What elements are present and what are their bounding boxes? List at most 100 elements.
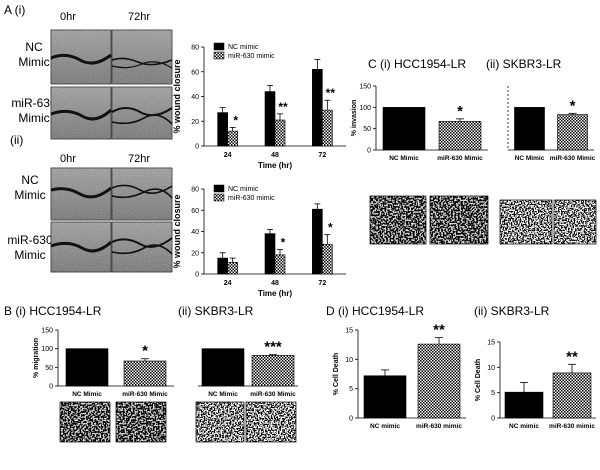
row-label-mir-bottom-1: miR-630 [7,233,53,247]
bar-mir630-mimic [123,360,167,387]
significance-marker: * [233,113,238,127]
x-tick-label: NC Mimic [515,155,545,162]
migration-image-b-i-mir [115,401,167,443]
significance-marker: ** [433,322,445,339]
chart-migration-b-i: 0 50 100 150% migration NC Mimic * miR-630 Mim… [33,328,174,398]
panel-label-a-ii: (ii) [10,133,23,147]
y-tick-label: 15 [487,340,495,347]
y-tick-label: 60 [191,69,199,76]
panel-label-d-ii: (ii) SKBR3-LR [474,304,550,318]
y-tick-label: 50 [363,126,371,133]
bar-nc-24 [217,257,228,275]
y-axis-title: % wound closure [172,194,182,268]
y-axis-title: % Cell Death [333,353,340,395]
x-tick-label: 48 [271,280,279,287]
row-label-mir-top-1: miR-630 [11,96,57,110]
row-label-nc-bottom-1: NC [21,173,39,187]
y-tick-label: 20 [191,250,199,257]
bar-nc-72 [312,208,323,275]
x-tick-label: miR-630 Mimic [550,155,596,162]
chart-invasion-c-ii: NC Mimic * miR-630 Mimic [507,86,596,162]
legend-label: miR-630 mimic [228,195,275,202]
bar-nc-mimic [65,348,109,387]
migration-image-b-ii-nc [195,401,245,443]
bar-mir630-72 [322,243,333,275]
y-tick-label: 0 [349,416,353,423]
row-label-nc-top-1: NC [25,40,43,54]
legend-swatch [213,42,225,51]
x-tick-label: 48 [271,152,279,159]
wound-image-mir-0hr-top [50,86,113,140]
y-axis-title: % migration [33,338,40,378]
invasion-image-c-ii-nc [499,199,553,245]
time-label-72hr-top: 72hr [128,11,150,23]
y-tick-label: 60 [191,208,199,215]
significance-marker: * [281,236,286,250]
x-tick-label: miR-630 Mimic [437,155,483,162]
y-tick-label: 15 [345,328,353,335]
chart-wound-closure-a-ii: 0 20 40 60 80 % wound closure 24 * 48 * 72 Time (hr… [172,184,346,298]
x-tick-label: NC mimic [370,423,400,430]
x-tick-label: NC Mimic [208,391,238,398]
time-label-72hr-bottom: 72hr [128,153,150,165]
x-tick-label: 24 [224,280,232,287]
y-tick-label: 100 [359,105,371,112]
panel-label-a-i: A (i) [4,3,25,17]
row-label-mir-bottom-2: Mimic [14,248,45,262]
time-label-0hr-bottom: 0hr [60,153,76,165]
bar-mir630-48 [274,119,286,147]
bar-mir630-mimic [438,121,482,151]
bar-mir630-mimic [557,114,588,151]
legend-swatch [213,193,225,202]
y-axis-title: % wound closure [172,59,182,133]
x-tick-label: miR-630 mimic [549,423,595,430]
significance-marker: ** [326,86,336,100]
y-tick-label: 0 [195,272,199,279]
wound-image-mir-72hr-top [111,86,173,140]
significance-marker: * [457,103,463,120]
x-tick-label: 24 [224,152,232,159]
y-axis-title: % Cell Death [475,359,482,401]
y-tick-label: 0 [49,384,53,391]
bar-nc-mimic [382,107,426,151]
bar-nc-24 [217,112,228,147]
legend-label: miR-630 mimic [228,53,275,60]
bar-mir630-24 [227,130,238,147]
x-tick-label: miR-630 Mimic [122,391,168,398]
significance-marker: * [328,221,333,235]
significance-marker: * [142,343,148,360]
bar-nc-mimic [363,375,407,419]
bar-nc-48 [264,91,276,147]
y-tick-label: 80 [191,187,199,194]
y-axis-title: % invasion [351,100,358,137]
legend-swatch [213,51,225,60]
y-tick-label: 50 [45,365,53,372]
wound-image-mir-0hr-bottom [50,221,113,273]
wound-image-mir-72hr-bottom [111,221,173,273]
y-tick-label: 20 [191,119,199,126]
wound-image-nc-72hr-bottom [111,167,173,221]
y-tick-label: 40 [191,94,199,101]
chart-invasion-c-i: 0 50 100 150 % invasion NC Mimic * miR-630 Mimi… [351,84,488,162]
bar-mir630-48 [274,254,286,275]
panel-label-b-i: B (i) HCC1954-LR [4,304,102,318]
invasion-image-c-i-nc [369,195,427,245]
y-tick-label: 5 [491,390,495,397]
y-tick-label: 0 [491,416,495,423]
significance-marker: *** [264,339,282,356]
bar-mir630-mimic [552,372,592,419]
x-tick-label: NC mimic [509,423,539,430]
migration-image-b-i-nc [59,401,111,443]
bar-nc-48 [264,233,276,275]
y-tick-label: 150 [359,84,371,91]
x-tick-label: NC Mimic [72,391,102,398]
row-label-nc-bottom-2: Mimic [14,188,45,202]
y-tick-label: 150 [41,328,53,335]
y-tick-label: 0 [195,144,199,151]
invasion-image-c-i-mir [429,195,489,245]
x-tick-label: 72 [318,152,326,159]
row-label-mir-top-2: Mimic [18,111,49,125]
x-tick-label: miR-630 Mimic [250,391,296,398]
migration-image-b-ii-mir [245,401,297,443]
y-tick-label: 100 [41,346,53,353]
